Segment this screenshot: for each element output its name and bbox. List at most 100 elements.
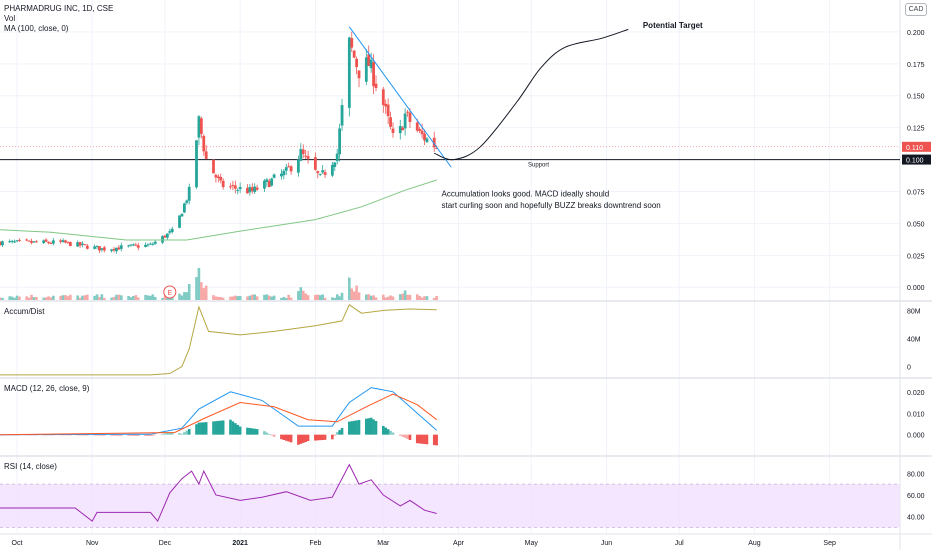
macd-hist-bar (386, 429, 390, 435)
candle (386, 98, 390, 124)
macd-hist-bar (168, 432, 172, 435)
macd-hist-bar (374, 421, 378, 435)
time-tick-label: Sep (823, 540, 836, 547)
candle (263, 178, 266, 193)
vol-label[interactable]: Vol (4, 14, 16, 23)
ma-line (0, 179, 437, 241)
macd-hist-bar (391, 432, 395, 435)
volume-bar (117, 294, 121, 300)
candle (401, 125, 405, 131)
volume-bar (163, 295, 167, 300)
annotation-text: Accumulation looks good. MACD ideally sh… (442, 190, 610, 199)
macd-hist-bar (335, 432, 339, 435)
volume-bar (374, 297, 378, 300)
macd-hist-bar (367, 418, 371, 435)
candle (15, 239, 19, 243)
candle (144, 242, 147, 248)
macd-hist-bar (229, 419, 232, 435)
candle (219, 173, 223, 184)
volume-bar (52, 295, 55, 300)
volume-bar (384, 297, 388, 300)
volume-bar (318, 295, 322, 300)
ma-label[interactable]: MA (100, close, 0) (4, 24, 69, 33)
macd-hist-bar (163, 433, 167, 435)
volume-bar (32, 297, 36, 300)
macd-hist-bar (204, 422, 208, 435)
volume-bar (338, 296, 341, 300)
volume-bar (231, 296, 235, 300)
candle (178, 215, 181, 229)
candle (163, 234, 167, 239)
macd-hist-bar (66, 434, 70, 436)
symbol-title[interactable]: PHARMADRUG INC, 1D, CSE (4, 4, 114, 13)
accum-title[interactable]: Accum/Dist (4, 307, 45, 316)
volume-bar (267, 295, 271, 300)
macd-hist-bar (314, 434, 317, 441)
candle (51, 238, 55, 246)
candle (229, 183, 232, 190)
volume-bar (214, 296, 218, 300)
candle (112, 247, 116, 253)
volume-bar (153, 296, 157, 300)
macd-hist-bar (136, 434, 140, 436)
macd-hist-bar (316, 434, 320, 441)
volume-bar (333, 297, 337, 300)
candle (398, 119, 402, 140)
volume-bar (423, 296, 426, 300)
candle (61, 238, 65, 243)
candle (129, 243, 133, 247)
volume-bar (25, 296, 28, 300)
volume-bar (270, 296, 273, 300)
price-tick-label: 0.125 (907, 126, 925, 133)
price-tick-label: 0.025 (907, 253, 925, 260)
macd-hist-bar (306, 434, 310, 442)
candle (265, 177, 269, 187)
macd-hist-bar (180, 433, 184, 435)
candle (182, 202, 186, 214)
volume-bar (401, 293, 404, 300)
macd-hist-bar (389, 430, 392, 435)
volume-bar (435, 295, 438, 300)
macd-hist-bar (272, 434, 276, 437)
volume-bar (352, 291, 356, 300)
macd-hist-bar (149, 434, 152, 437)
macd-hist-bar (178, 433, 181, 435)
volume-bar (398, 294, 402, 300)
macd-hist-bar (132, 434, 135, 436)
volume-bar (178, 293, 181, 300)
price-badge (902, 141, 931, 152)
volume-bar (187, 284, 191, 300)
candle (352, 49, 356, 59)
macd-hist-bar (357, 419, 361, 435)
volume-bar (284, 297, 288, 300)
volume-bar (83, 295, 87, 300)
candle (204, 145, 208, 160)
macd-hist-bar (333, 434, 337, 436)
candle (423, 129, 426, 146)
currency-badge[interactable]: CAD (905, 3, 927, 16)
volume-bar (166, 296, 169, 300)
macd-tick-label: 0.020 (907, 390, 925, 397)
candle (47, 241, 50, 245)
volume-bar (1, 297, 4, 300)
time-tick-label: May (525, 540, 539, 547)
candle (318, 173, 322, 177)
macd-title[interactable]: MACD (12, 26, close, 9) (4, 384, 90, 393)
candle (10, 239, 14, 244)
volume-bar (355, 285, 358, 300)
candle (68, 241, 72, 247)
candle (76, 240, 80, 247)
macd-hist-bar (280, 434, 283, 440)
candle (199, 116, 203, 139)
candle (306, 150, 310, 164)
rsi-title[interactable]: RSI (14, close) (4, 462, 57, 471)
macd-hist-bar (282, 434, 286, 440)
candle (119, 242, 123, 252)
candle (338, 123, 342, 162)
macd-hist-bar (350, 421, 354, 435)
volume-bar (0, 297, 2, 300)
volume-bar (280, 297, 283, 300)
candle (44, 238, 48, 243)
